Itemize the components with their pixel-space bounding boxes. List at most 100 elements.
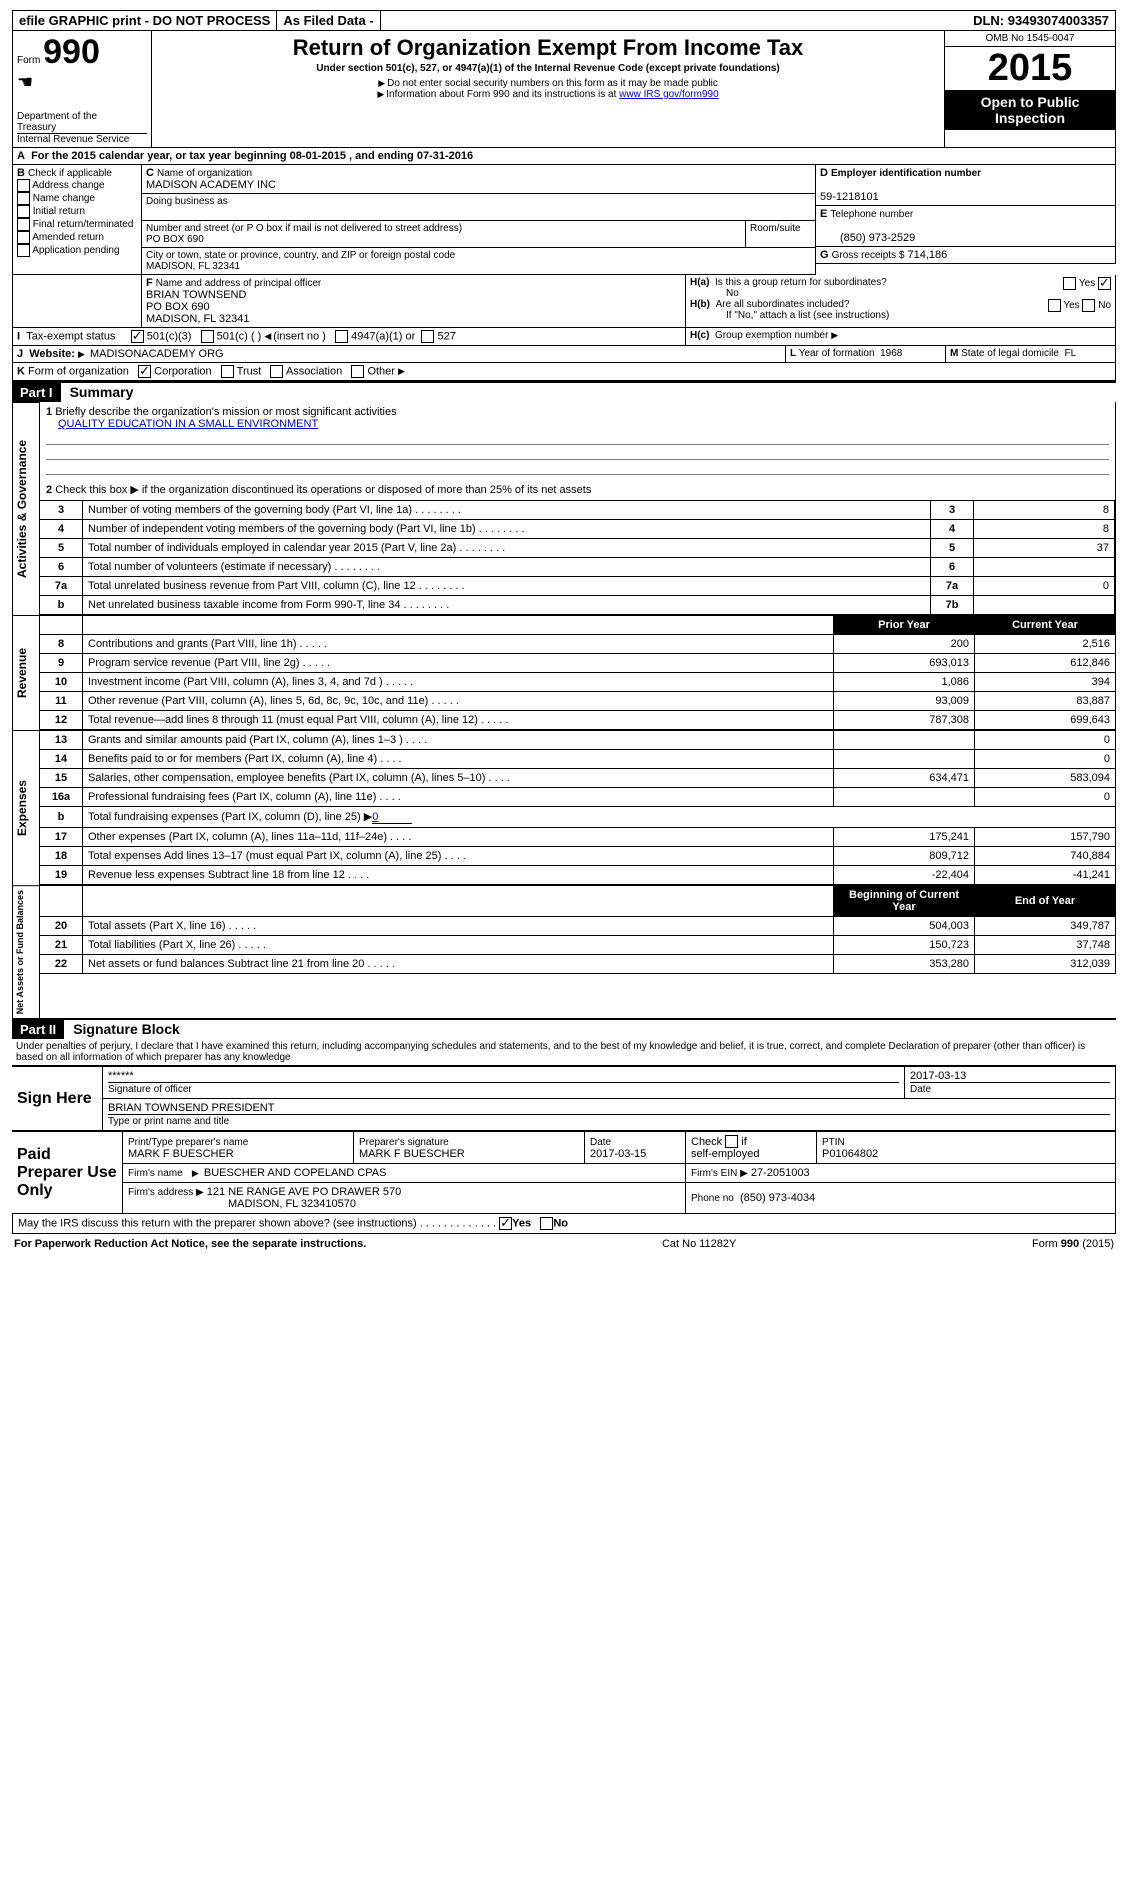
cat-no: Cat No 11282Y <box>662 1238 736 1250</box>
header-mid: Return of Organization Exempt From Incom… <box>152 31 944 147</box>
firm-addr2: MADISON, FL 323410570 <box>128 1198 356 1210</box>
vlabel-governance: Activities & Governance <box>12 402 40 615</box>
rev-row: 12 Total revenue—add lines 8 through 11 … <box>40 711 1116 730</box>
domicile-label: State of legal domicile <box>961 348 1059 359</box>
exp-row: 13 Grants and similar amounts paid (Part… <box>40 731 1116 750</box>
sig-date: 2017-03-13 <box>910 1070 966 1082</box>
opt-501c: 501(c) ( ) <box>217 330 262 342</box>
firm-addr-label: Firm's address ▶ <box>128 1187 204 1198</box>
opt-501c3: 501(c)(3) <box>147 330 192 342</box>
na-row: 22 Net assets or fund balances Subtract … <box>40 955 1116 974</box>
part1-hdr: Part I <box>12 383 61 402</box>
footer-form-word: Form <box>1032 1238 1058 1250</box>
prep-date-label: Date <box>590 1137 611 1148</box>
exp-row: 17 Other expenses (Part IX, column (A), … <box>40 828 1116 847</box>
ha-no: No <box>690 288 1111 299</box>
col-begin: Beginning of Current Year <box>834 886 975 917</box>
form-number: 990 <box>43 33 100 71</box>
opt-4947: 4947(a)(1) or <box>351 330 415 342</box>
paperwork-notice: For Paperwork Reduction Act Notice, see … <box>14 1238 366 1250</box>
k-other: Other <box>367 365 395 377</box>
firm-addr1: 121 NE RANGE AVE PO DRAWER 570 <box>207 1186 401 1198</box>
irs-link[interactable]: www IRS gov/form990 <box>619 89 718 100</box>
hc-text: Group exemption number <box>715 330 828 341</box>
vlabel-expenses: Expenses <box>12 730 40 885</box>
gov-row: 4 Number of independent voting members o… <box>40 520 1115 539</box>
sign-here-table: Sign Here ****** Signature of officer 20… <box>12 1066 1116 1131</box>
col-current: Current Year <box>975 616 1116 635</box>
part1-header-row: Part I Summary <box>12 381 1116 402</box>
efile-label: efile GRAPHIC print - DO NOT PROCESS <box>13 11 277 30</box>
b-opt-amended: Amended return <box>32 232 104 243</box>
dln-value: 93493074003357 <box>1008 13 1109 28</box>
line-a: A For the 2015 calendar year, or tax yea… <box>12 148 1116 165</box>
paid-preparer-label: Paid Preparer Use Only <box>12 1132 123 1214</box>
discuss-text: May the IRS discuss this return with the… <box>18 1218 417 1230</box>
revenue-table: Prior Year Current Year 8 Contributions … <box>40 615 1116 730</box>
block-jklm: J Website: MADISONACADEMY ORG L Year of … <box>12 346 1116 363</box>
prep-sig-label: Preparer's signature <box>359 1137 449 1148</box>
footer-form-yr: (2015) <box>1082 1238 1114 1250</box>
gov-row: 3 Number of voting members of the govern… <box>40 501 1115 520</box>
ptin-label: PTIN <box>822 1137 845 1148</box>
hb-text: Are all subordinates included? <box>716 299 850 310</box>
street-value: PO BOX 690 <box>146 234 204 245</box>
prep-name: MARK F BUESCHER <box>128 1148 234 1160</box>
dba-label: Doing business as <box>146 196 228 207</box>
block-k: K Form of organization Corporation Trust… <box>12 363 1116 381</box>
block-fh: F Name and address of principal officer … <box>12 275 1116 328</box>
col-end: End of Year <box>975 886 1116 917</box>
self-employed-label: Check ifself-employed <box>691 1136 759 1161</box>
open-inspection: Open to Public Inspection <box>945 90 1115 130</box>
ein-value: 59-1218101 <box>820 191 879 203</box>
subtitle-1: Under section 501(c), 527, or 4947(a)(1)… <box>158 63 938 74</box>
firm-name: BUESCHER AND COPELAND CPAS <box>204 1167 387 1179</box>
revenue-block: Revenue Prior Year Current Year 8 Contri… <box>12 615 1116 730</box>
opt-527: 527 <box>437 330 455 342</box>
rev-row: 10 Investment income (Part VIII, column … <box>40 673 1116 692</box>
omb-no: OMB No 1545-0047 <box>945 31 1115 47</box>
street-label: Number and street (or P O box if mail is… <box>146 223 462 234</box>
exp-row: b Total fundraising expenses (Part IX, c… <box>40 807 1116 828</box>
firm-ein-label: Firm's EIN ▶ <box>691 1168 748 1179</box>
rev-row: 8 Contributions and grants (Part VIII, l… <box>40 635 1116 654</box>
gov-row: 7a Total unrelated business revenue from… <box>40 577 1115 596</box>
firm-phone: (850) 973-4034 <box>740 1192 815 1204</box>
dept-line1: Department of the <box>17 111 147 122</box>
officer-city: MADISON, FL 32341 <box>146 313 250 325</box>
line-a-text: For the 2015 calendar year, or tax year … <box>31 150 473 162</box>
na-row: 21 Total liabilities (Part X, line 26) .… <box>40 936 1116 955</box>
gov-table: 3 Number of voting members of the govern… <box>40 500 1115 615</box>
rev-row: 9 Program service revenue (Part VIII, li… <box>40 654 1116 673</box>
netassets-table: Beginning of Current Year End of Year 20… <box>40 885 1116 974</box>
firm-name-label: Firm's name <box>128 1168 183 1179</box>
b-label: Check if applicable <box>28 168 112 179</box>
rev-row: 11 Other revenue (Part VIII, column (A),… <box>40 692 1116 711</box>
gross-label: Gross receipts $ <box>832 250 905 261</box>
form-title: Return of Organization Exempt From Incom… <box>158 35 938 61</box>
section-h: H(a) Is this a group return for subordin… <box>686 275 1116 328</box>
netassets-block: Net Assets or Fund Balances Beginning of… <box>12 885 1116 1018</box>
paid-preparer-table: Paid Preparer Use Only Print/Type prepar… <box>12 1131 1116 1214</box>
efile-topbar: efile GRAPHIC print - DO NOT PROCESS As … <box>12 10 1116 31</box>
b-opt-initial: Initial return <box>33 206 85 217</box>
subtitle-2: Do not enter social security numbers on … <box>387 78 718 89</box>
expenses-table: 13 Grants and similar amounts paid (Part… <box>40 730 1116 885</box>
form-page: efile GRAPHIC print - DO NOT PROCESS As … <box>0 0 1128 1264</box>
vlabel-netassets: Net Assets or Fund Balances <box>12 885 40 1018</box>
q1-text: Briefly describe the organization's miss… <box>55 406 396 418</box>
room-label: Room/suite <box>746 221 816 248</box>
b-opt-name: Name change <box>33 193 95 204</box>
city-value: MADISON, FL 32341 <box>146 261 240 272</box>
year-formation: 1968 <box>880 348 902 359</box>
officer-label: Name and address of principal officer <box>156 278 321 289</box>
block-i: I Tax-exempt status 501(c)(3) 501(c) ( )… <box>12 328 1116 346</box>
ha-text: Is this a group return for subordinates? <box>715 277 887 288</box>
q1-answer: QUALITY EDUCATION IN A SMALL ENVIRONMENT <box>46 418 318 430</box>
b-opt-address: Address change <box>32 180 104 191</box>
vlabel-revenue: Revenue <box>12 615 40 730</box>
form-org-label: Form of organization <box>28 365 129 377</box>
exp-row: 19 Revenue less expenses Subtract line 1… <box>40 866 1116 885</box>
exp-row: 14 Benefits paid to or for members (Part… <box>40 750 1116 769</box>
dln-label: DLN: <box>973 13 1004 28</box>
